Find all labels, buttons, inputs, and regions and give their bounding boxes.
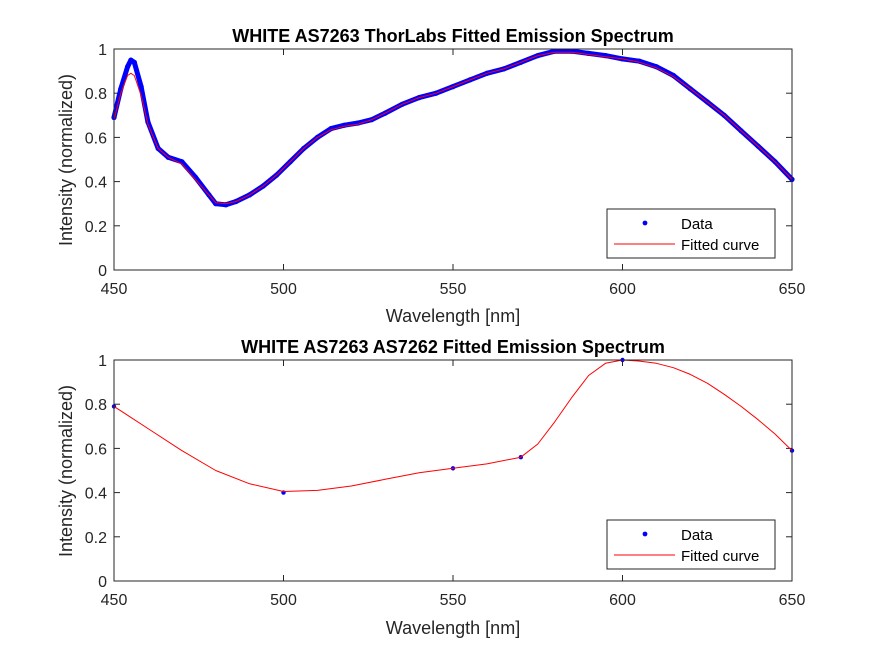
plot-2-xtick-label: 600 — [609, 592, 636, 609]
plot-1-xtick-label: 500 — [270, 281, 297, 298]
plot-2-legend-data-marker — [642, 531, 648, 537]
plot-1-xlabel: Wavelength [nm] — [386, 306, 520, 326]
plot-2-ytick-label: 1 — [98, 353, 107, 370]
plot-2-xtick-label: 650 — [779, 592, 806, 609]
plot-2-ytick-label: 0.2 — [85, 530, 107, 547]
plot-1-data-point — [670, 72, 677, 79]
plot-2-legend-data-label: Data — [681, 527, 713, 544]
plot-2-title: WHITE AS7263 AS7262 Fitted Emission Spec… — [241, 337, 665, 357]
plot-1-data-point — [131, 59, 137, 65]
plot-2-xlabel: Wavelength [nm] — [386, 618, 520, 638]
plot-1-ticks: 450 500 550 600 650 0 0.2 0.4 0.6 0.8 1 — [85, 42, 806, 298]
plot-1-ylabel: Intensity (normalized) — [56, 74, 76, 246]
plot-1-legend-fit-label: Fitted curve — [681, 237, 759, 254]
plot-1-ytick-label: 0.4 — [85, 175, 107, 192]
plot-1-ytick-label: 0.8 — [85, 86, 107, 103]
plot-2-ytick-label: 0 — [98, 574, 107, 591]
plot-1-legend-data-marker — [642, 220, 648, 226]
plot-2-legend: Data Fitted curve — [606, 519, 776, 570]
plot-2-ytick-label: 0.4 — [85, 486, 107, 503]
plot-2-xtick-label: 500 — [270, 592, 297, 609]
plot-1-xtick-label: 550 — [440, 281, 467, 298]
plot-1-ytick-label: 0 — [98, 263, 107, 280]
plot-1-axes-box — [113, 48, 793, 271]
plot-1-legend-box — [606, 208, 776, 259]
plot-1-data-point — [138, 84, 144, 90]
plot-1-xtick-label: 650 — [779, 281, 806, 298]
plot-1-xtick-label: 600 — [609, 281, 636, 298]
plot-2-ytick-label: 0.8 — [85, 397, 107, 414]
plot-2-legend-fit-label: Fitted curve — [681, 548, 759, 565]
plot-1-ytick-label: 0.6 — [85, 130, 107, 147]
plot-2-axes-box — [113, 359, 793, 582]
plot-1-ytick-label: 0.2 — [85, 219, 107, 236]
plot-1-xtick-label: 450 — [101, 281, 128, 298]
plot-1-data-point — [125, 64, 131, 70]
plot-1-fitted-curve — [113, 51, 793, 205]
plot-1-ytick-label: 1 — [98, 42, 107, 59]
plot-2-ylabel: Intensity (normalized) — [56, 385, 76, 557]
plot-2-xtick-label: 550 — [440, 592, 467, 609]
plot-2-fitted-curve — [113, 359, 793, 492]
plot-1-series — [111, 48, 795, 208]
plot-2-xtick-label: 450 — [101, 592, 128, 609]
plot-1: 450 500 550 600 650 0 0.2 0.4 0.6 0.8 1 WHITE AS72… — [56, 26, 805, 326]
plot-1-title: WHITE AS7263 ThorLabs Fitted Emission Sp… — [232, 26, 673, 46]
plot-1-legend-data-label: Data — [681, 216, 713, 233]
plot-2-ticks: 450 500 550 600 650 0 0.2 0.4 0.6 0.8 1 — [85, 353, 806, 609]
plot-1-legend: Data Fitted curve — [606, 208, 776, 259]
plot-2-ytick-label: 0.6 — [85, 441, 107, 458]
plot-2: 450 500 550 600 650 0 0.2 0.4 0.6 0.8 1 WHITE AS72… — [56, 337, 805, 638]
plot-2-legend-box — [606, 519, 776, 570]
